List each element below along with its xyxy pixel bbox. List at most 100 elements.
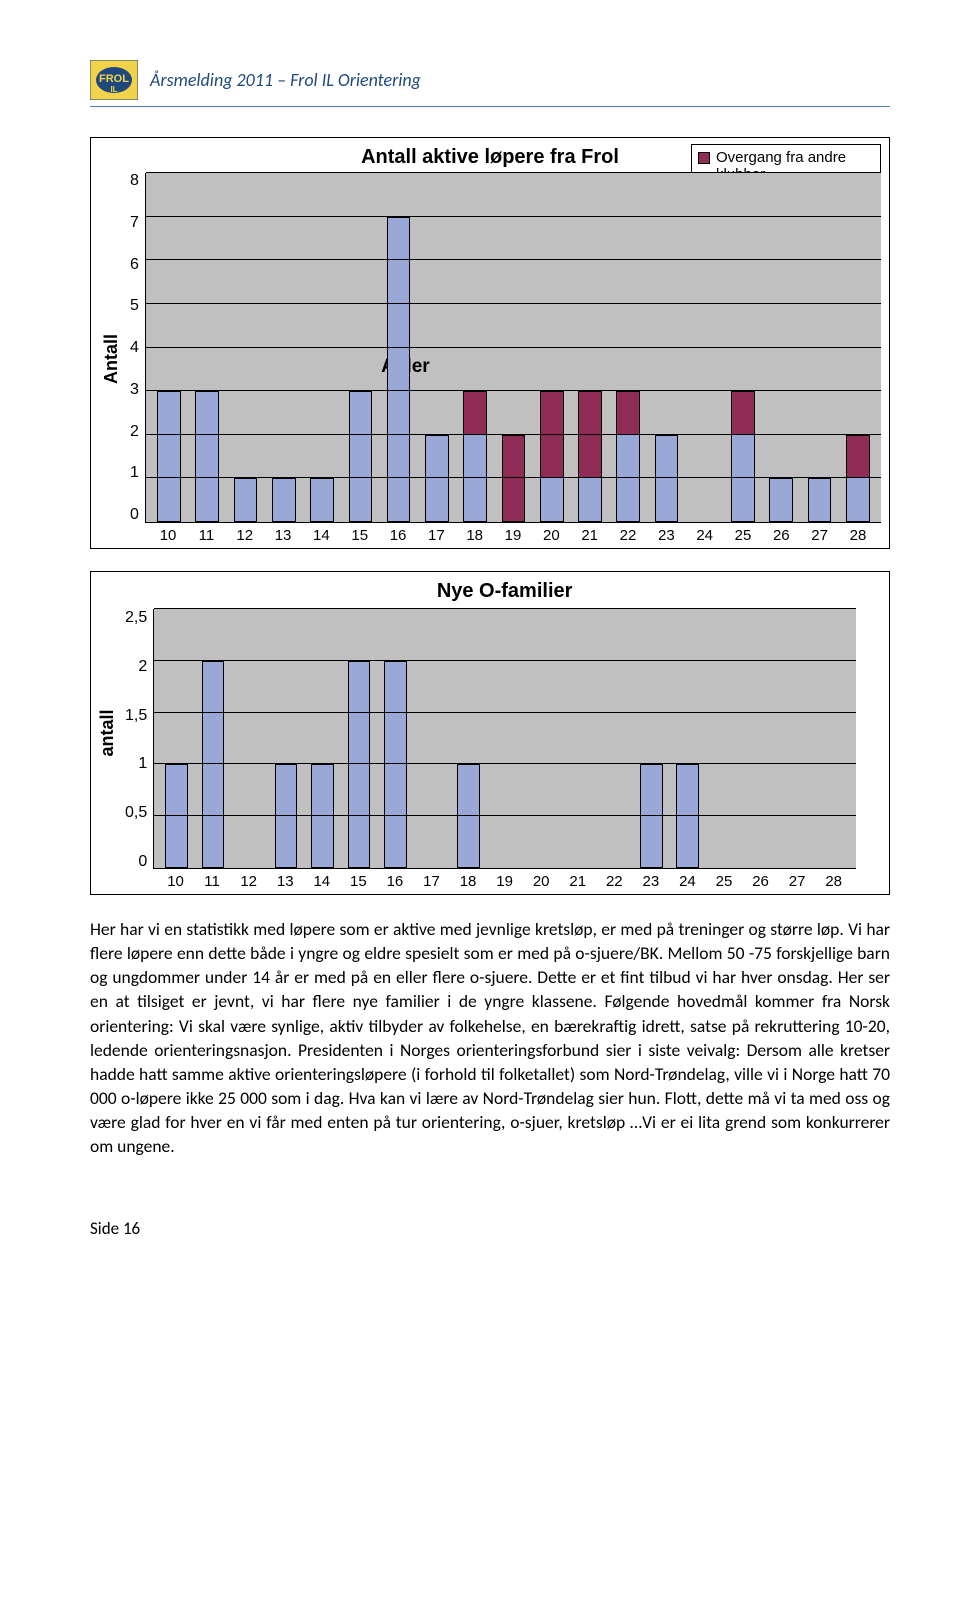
xtick: 15 bbox=[341, 527, 379, 544]
xtick: 16 bbox=[379, 527, 417, 544]
bar-slot bbox=[158, 609, 195, 868]
bar-slot bbox=[596, 609, 633, 868]
xtick: 21 bbox=[571, 527, 609, 544]
legend-swatch-icon bbox=[698, 152, 710, 164]
bar-slot bbox=[533, 173, 571, 522]
bar-segment bbox=[202, 661, 225, 868]
bar-segment-blue bbox=[540, 478, 564, 522]
bar-segment bbox=[311, 764, 334, 868]
bar-slot bbox=[450, 609, 487, 868]
xtick: 12 bbox=[226, 527, 264, 544]
xtick: 28 bbox=[839, 527, 877, 544]
bar-slot bbox=[669, 609, 706, 868]
bar-segment bbox=[640, 764, 663, 868]
bar-slot bbox=[523, 609, 560, 868]
bar-segment-blue bbox=[616, 435, 640, 522]
bar-segment-maroon bbox=[540, 391, 564, 478]
xtick: 20 bbox=[532, 527, 570, 544]
ytick: 1 bbox=[130, 465, 139, 481]
bar-slot bbox=[188, 173, 226, 522]
ytick: 1 bbox=[125, 756, 147, 772]
bar-slot bbox=[231, 609, 268, 868]
ytick: 2 bbox=[125, 659, 147, 675]
xtick: 24 bbox=[686, 527, 724, 544]
bar-segment-maroon bbox=[578, 391, 602, 478]
chart1-xaxis: 10111213141516171819202122232425262728 bbox=[145, 523, 881, 544]
ytick: 5 bbox=[130, 298, 139, 314]
bar-segment-blue bbox=[387, 217, 411, 522]
bar-slot bbox=[706, 609, 743, 868]
xtick: 17 bbox=[413, 873, 450, 890]
bar-segment-blue bbox=[349, 391, 373, 522]
xtick: 19 bbox=[486, 873, 523, 890]
bar-slot bbox=[268, 609, 305, 868]
xtick: 28 bbox=[815, 873, 852, 890]
bar-segment-blue bbox=[655, 435, 679, 522]
ytick: 6 bbox=[130, 257, 139, 273]
ytick: 7 bbox=[130, 215, 139, 231]
xtick: 25 bbox=[706, 873, 743, 890]
xtick: 20 bbox=[523, 873, 560, 890]
xtick: 16 bbox=[377, 873, 414, 890]
bar-slot bbox=[265, 173, 303, 522]
xtick: 13 bbox=[267, 873, 304, 890]
bar-slot bbox=[686, 173, 724, 522]
xtick: 26 bbox=[762, 527, 800, 544]
bar-slot bbox=[816, 609, 853, 868]
bar-slot bbox=[743, 609, 780, 868]
bar-segment bbox=[275, 764, 298, 868]
bar-segment-blue bbox=[195, 391, 219, 522]
xtick: 14 bbox=[302, 527, 340, 544]
bar-segment-blue bbox=[769, 478, 793, 522]
page-footer: Side 16 bbox=[90, 1218, 890, 1239]
bar-slot bbox=[762, 173, 800, 522]
xtick: 26 bbox=[742, 873, 779, 890]
body-paragraph: Her har vi en statistikk med løpere som … bbox=[90, 917, 890, 1158]
ytick: 8 bbox=[130, 173, 139, 189]
bar-slot bbox=[341, 609, 378, 868]
bar-segment-maroon bbox=[846, 435, 870, 479]
ytick: 2,5 bbox=[125, 610, 147, 626]
bar-segment-blue bbox=[310, 478, 334, 522]
ytick: 1,5 bbox=[125, 708, 147, 724]
bar-slot bbox=[304, 609, 341, 868]
bar-segment-blue bbox=[272, 478, 296, 522]
xtick: 18 bbox=[456, 527, 494, 544]
xtick: 11 bbox=[194, 873, 231, 890]
bar-segment-blue bbox=[808, 478, 832, 522]
ytick: 4 bbox=[130, 340, 139, 356]
bar-segment-blue bbox=[157, 391, 181, 522]
ytick: 0,5 bbox=[125, 805, 147, 821]
bar-slot bbox=[377, 609, 414, 868]
xtick: 27 bbox=[779, 873, 816, 890]
svg-text:IL: IL bbox=[110, 85, 117, 94]
bar-segment bbox=[457, 764, 480, 868]
bar-slot bbox=[414, 609, 451, 868]
xtick: 19 bbox=[494, 527, 532, 544]
xtick: 18 bbox=[450, 873, 487, 890]
chart2-plot bbox=[153, 609, 856, 869]
xtick: 21 bbox=[559, 873, 596, 890]
bar-segment bbox=[348, 661, 371, 868]
bar-slot bbox=[487, 609, 524, 868]
bar-segment-blue bbox=[425, 435, 449, 522]
xtick: 14 bbox=[304, 873, 341, 890]
bar-segment-maroon bbox=[616, 391, 640, 435]
bar-slot bbox=[560, 609, 597, 868]
ytick: 3 bbox=[130, 382, 139, 398]
bar-segment bbox=[676, 764, 699, 868]
bar-segment-blue bbox=[578, 478, 602, 522]
xtick: 15 bbox=[340, 873, 377, 890]
xtick: 27 bbox=[800, 527, 838, 544]
xtick: 22 bbox=[609, 527, 647, 544]
bar-segment-blue bbox=[463, 435, 487, 522]
chart-2: 2,521,510,50 Nye O-familier 101112131415… bbox=[90, 571, 890, 895]
page-header: FROL IL Årsmelding 2011 – Frol IL Orient… bbox=[90, 60, 890, 107]
xtick: 10 bbox=[149, 527, 187, 544]
bar-slot bbox=[633, 609, 670, 868]
bar-segment bbox=[384, 661, 407, 868]
chart1-ylabel: Antall bbox=[99, 173, 124, 544]
bar-slot bbox=[418, 173, 456, 522]
bar-slot bbox=[226, 173, 264, 522]
chart2-title: Nye O-familier bbox=[153, 580, 856, 603]
